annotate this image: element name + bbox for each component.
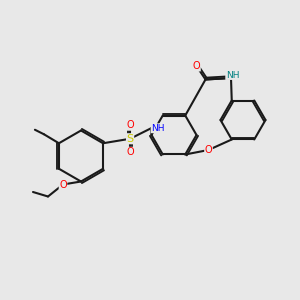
Text: S: S [127,134,134,144]
Text: O: O [205,145,212,155]
Text: NH: NH [226,70,239,80]
Text: O: O [193,61,200,71]
Text: NH: NH [151,124,165,133]
Text: O: O [126,147,134,157]
Text: O: O [59,179,67,190]
Text: O: O [126,120,134,130]
